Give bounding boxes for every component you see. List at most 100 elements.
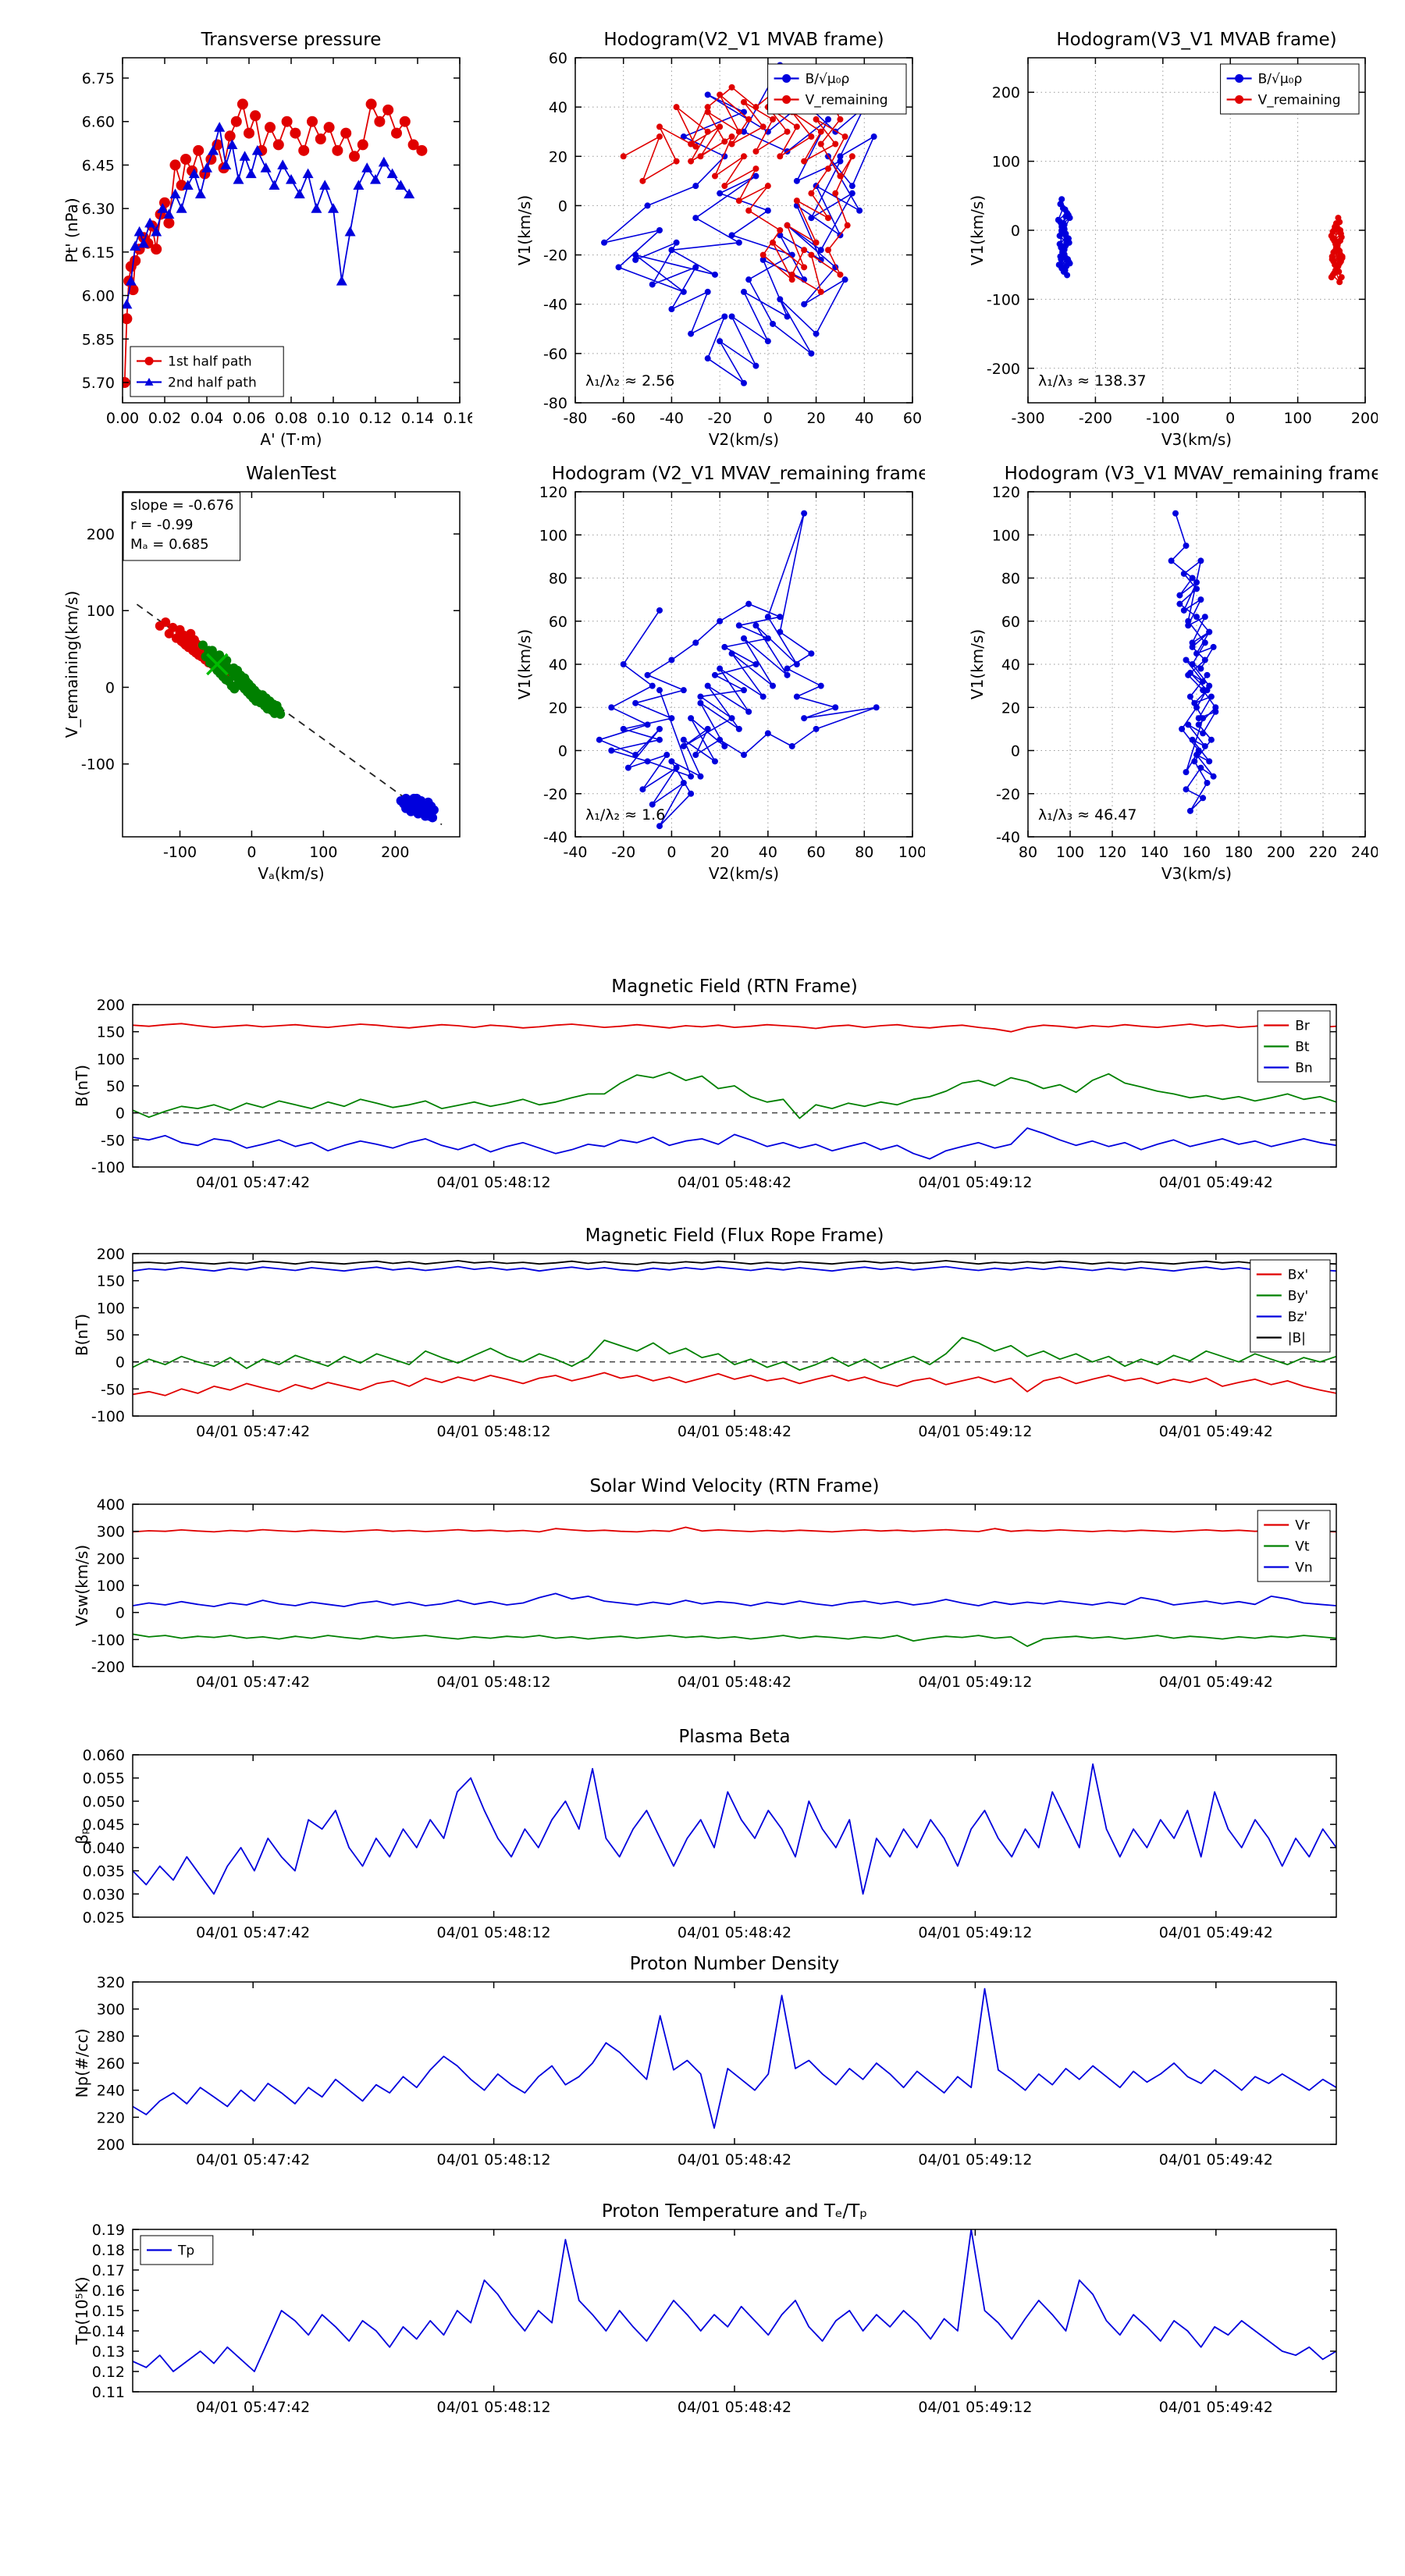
svg-text:240: 240 [97,2083,125,2100]
svg-text:Bx': Bx' [1288,1268,1308,1283]
svg-text:04/01 05:48:42: 04/01 05:48:42 [678,1174,791,1191]
svg-text:04/01 05:47:42: 04/01 05:47:42 [196,1174,310,1191]
svg-text:0.02: 0.02 [148,410,181,427]
svg-text:Np(#/cc): Np(#/cc) [73,2029,91,2098]
svg-text:Magnetic Field (RTN Frame): Magnetic Field (RTN Frame) [611,977,858,997]
svg-text:04/01 05:48:12: 04/01 05:48:12 [437,1924,551,1941]
svg-text:20: 20 [549,148,567,165]
svg-text:240: 240 [1351,844,1378,861]
svg-text:-100: -100 [91,1159,125,1176]
svg-text:04/01 05:47:42: 04/01 05:47:42 [196,2399,310,2416]
svg-text:0.060: 0.060 [83,1747,125,1764]
svg-text:80: 80 [855,844,873,861]
svg-text:04/01 05:49:42: 04/01 05:49:42 [1159,2399,1273,2416]
svg-text:5.85: 5.85 [82,331,115,348]
svg-text:V1(km/s): V1(km/s) [968,195,987,265]
svg-text:150: 150 [97,1024,125,1041]
svg-text:-40: -40 [563,844,587,861]
svg-text:200: 200 [97,997,125,1014]
svg-text:0: 0 [558,197,567,215]
svg-text:-50: -50 [101,1132,125,1149]
chart-proton-temperature: 04/01 05:47:42 04/01 05:48:12 04/01 05:48:… [55,2195,1350,2429]
svg-text:04/01 05:49:12: 04/01 05:49:12 [918,2399,1032,2416]
svg-text:04/01 05:49:42: 04/01 05:49:42 [1159,1423,1273,1440]
svg-text:04/01 05:48:42: 04/01 05:48:42 [678,2151,791,2169]
svg-text:-80: -80 [543,395,567,412]
svg-text:-100: -100 [1146,410,1179,427]
svg-text:V2(km/s): V2(km/s) [709,430,779,449]
svg-text:5.70: 5.70 [82,375,115,392]
svg-text:slope = -0.676: slope = -0.676 [130,497,233,514]
svg-text:60: 60 [549,614,567,631]
svg-text:Hodogram (V3_V1 MVAV_remaining: Hodogram (V3_V1 MVAV_remaining frame) [1005,464,1378,484]
chart-transverse-pressure: 0.00 0.02 0.04 0.06 0.08 0.10 0.12 0.14 0.16 5.70… [59,23,476,453]
svg-text:20: 20 [710,844,729,861]
svg-text:100: 100 [992,527,1020,544]
svg-text:100: 100 [539,527,567,544]
svg-text:60: 60 [1001,614,1020,631]
svg-text:300: 300 [97,1524,125,1541]
svg-text:50: 50 [106,1327,125,1344]
svg-text:0.10: 0.10 [317,410,350,427]
svg-text:04/01 05:49:42: 04/01 05:49:42 [1159,1174,1273,1191]
svg-text:04/01 05:49:42: 04/01 05:49:42 [1159,1674,1273,1691]
svg-text:λ₁/λ₂ ≈ 2.56: λ₁/λ₂ ≈ 2.56 [585,372,674,390]
svg-text:0.16: 0.16 [92,2282,125,2300]
svg-text:0: 0 [1011,222,1020,240]
svg-text:0.06: 0.06 [233,410,265,427]
svg-text:200: 200 [97,2137,125,2154]
svg-text:-20: -20 [708,410,732,427]
svg-text:6.45: 6.45 [82,157,115,174]
svg-text:120: 120 [1098,844,1126,861]
svg-text:-200: -200 [1079,410,1112,427]
svg-text:20: 20 [549,699,567,717]
svg-text:04/01 05:49:12: 04/01 05:49:12 [918,2151,1032,2169]
chart-magnetic-field-rtn: 04/01 05:47:42 04/01 05:48:12 04/01 05:48:… [55,970,1350,1204]
svg-text:Hodogram (V2_V1 MVAV_remaining: Hodogram (V2_V1 MVAV_remaining frame) [552,464,925,484]
svg-text:Tp: Tp [177,2243,194,2259]
svg-text:04/01 05:49:12: 04/01 05:49:12 [918,1174,1032,1191]
svg-text:100: 100 [97,1051,125,1068]
svg-text:-60: -60 [611,410,635,427]
svg-text:6.15: 6.15 [82,244,115,262]
svg-text:100: 100 [97,1578,125,1595]
svg-text:04/01 05:48:42: 04/01 05:48:42 [678,1423,791,1440]
chart-proton-number-density: 04/01 05:47:42 04/01 05:48:12 04/01 05:48:… [55,1948,1350,2182]
svg-text:B(nT): B(nT) [73,1314,91,1356]
svg-text:Plasma Beta: Plasma Beta [678,1727,790,1747]
svg-text:300: 300 [97,2001,125,2019]
svg-text:180: 180 [1225,844,1253,861]
svg-text:100: 100 [97,1300,125,1317]
svg-text:04/01 05:48:42: 04/01 05:48:42 [678,2399,791,2416]
svg-text:-100: -100 [91,1408,125,1425]
svg-text:200: 200 [97,1246,125,1263]
svg-text:0: 0 [1225,410,1235,427]
svg-text:04/01 05:49:12: 04/01 05:49:12 [918,1924,1032,1941]
svg-text:120: 120 [992,484,1020,501]
svg-text:40: 40 [549,656,567,674]
svg-text:WalenTest: WalenTest [246,464,336,484]
svg-text:04/01 05:48:12: 04/01 05:48:12 [437,1423,551,1440]
svg-text:400: 400 [97,1496,125,1514]
svg-text:40: 40 [855,410,873,427]
svg-text:160: 160 [1183,844,1211,861]
svg-text:04/01 05:48:42: 04/01 05:48:42 [678,1674,791,1691]
svg-text:40: 40 [759,844,777,861]
svg-text:04/01 05:48:12: 04/01 05:48:12 [437,1674,551,1691]
svg-text:Vn: Vn [1295,1560,1312,1576]
svg-text:-40: -40 [543,829,567,846]
svg-text:V1(km/s): V1(km/s) [968,629,987,699]
svg-text:60: 60 [903,410,922,427]
svg-text:Vₐ(km/s): Vₐ(km/s) [258,864,324,883]
svg-text:80: 80 [1001,571,1020,588]
svg-text:Hodogram(V3_V1 MVAB frame): Hodogram(V3_V1 MVAB frame) [1056,30,1336,50]
svg-text:280: 280 [97,2028,125,2045]
svg-text:20: 20 [806,410,825,427]
svg-text:04/01 05:48:12: 04/01 05:48:12 [437,2151,551,2169]
svg-text:B/√μ₀ρ: B/√μ₀ρ [806,72,850,87]
chart-hodogram-v3v1-mvav: 80 100 120 140 160 180 200 220 240 -40 -20 0 20 40 60 8… [964,457,1389,887]
svg-text:λ₁/λ₃ ≈ 138.37: λ₁/λ₃ ≈ 138.37 [1038,372,1147,390]
svg-text:100: 100 [898,844,925,861]
svg-text:200: 200 [1351,410,1378,427]
